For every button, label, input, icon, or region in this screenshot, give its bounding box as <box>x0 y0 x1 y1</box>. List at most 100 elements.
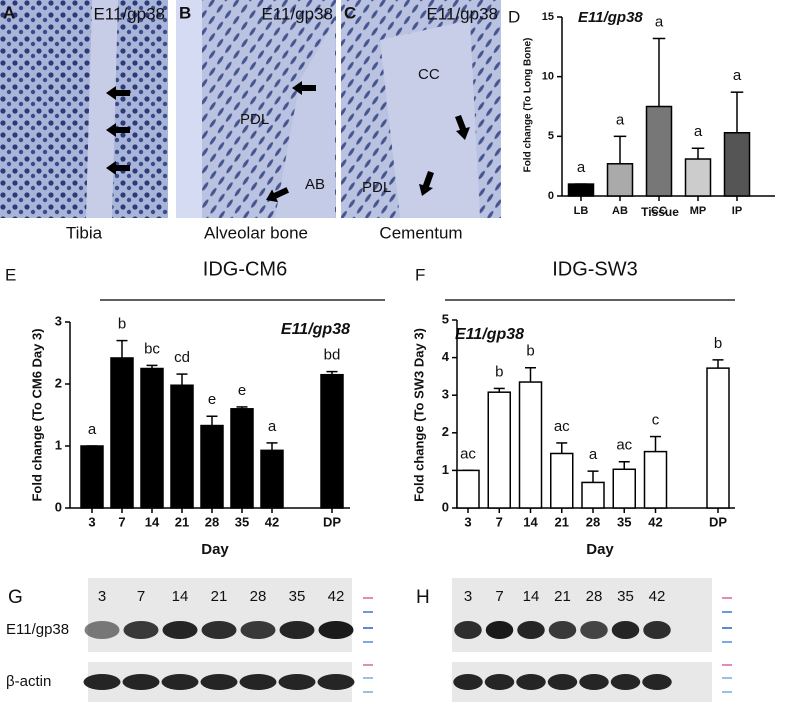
y-tick-label: 1 <box>442 462 449 477</box>
lane-label: 42 <box>328 588 345 605</box>
band <box>643 621 671 639</box>
bar <box>518 381 543 509</box>
bar <box>456 469 480 509</box>
bar <box>645 105 673 197</box>
band <box>516 674 546 690</box>
band <box>278 674 316 690</box>
significance-letter: a <box>694 123 703 140</box>
x-tick-label: 21 <box>555 514 569 529</box>
lane-label: 21 <box>554 588 571 605</box>
bar <box>230 408 254 509</box>
tissue-label: PDL <box>362 179 391 196</box>
histology-images <box>0 0 501 218</box>
x-tick-label: 28 <box>205 514 219 529</box>
x-axis-label: Day <box>586 541 614 558</box>
significance-letter: ac <box>460 445 476 462</box>
band <box>484 674 515 690</box>
band <box>201 621 237 639</box>
band <box>453 674 483 690</box>
lane-label: 7 <box>137 588 145 605</box>
bone <box>275 20 335 218</box>
y-axis-label: Fold change (To Long Bone) <box>523 38 534 173</box>
lane-label: 35 <box>617 588 634 605</box>
bar <box>612 468 636 509</box>
tissue-label: AB <box>305 176 325 193</box>
y-tick-label: 10 <box>542 71 554 83</box>
bar <box>320 373 344 509</box>
row-label: E11/gp38 <box>6 621 69 638</box>
chart-title: IDG-CM6 <box>203 258 287 280</box>
band <box>580 621 608 639</box>
x-tick-label: 35 <box>235 514 249 529</box>
x-axis-label: Day <box>201 541 229 558</box>
bar <box>606 163 634 197</box>
band <box>642 674 672 690</box>
band <box>161 674 199 690</box>
significance-letter: e <box>208 391 216 408</box>
significance-letter: a <box>733 67 742 84</box>
arrows <box>106 81 470 203</box>
x-tick-label: DP <box>709 514 727 529</box>
bar <box>140 367 164 509</box>
bar <box>487 391 511 509</box>
y-tick-label: 1 <box>55 437 62 452</box>
y-tick-label: 0 <box>55 499 62 514</box>
y-tick-label: 2 <box>55 375 62 390</box>
bar <box>170 384 194 509</box>
chart-subtitle: E11/gp38 <box>455 326 524 343</box>
significance-letter: b <box>714 335 722 352</box>
panel-letter: E <box>5 265 16 284</box>
y-tick-label: 2 <box>442 424 449 439</box>
significance-letter: bc <box>144 340 160 357</box>
band <box>610 674 641 690</box>
band <box>579 674 609 690</box>
y-axis-label: Fold change (To CM6 Day 3) <box>29 328 44 501</box>
panel-letter: D <box>508 7 520 26</box>
lane-label: 3 <box>98 588 106 605</box>
band <box>162 621 198 639</box>
y-tick-label: 5 <box>548 130 554 142</box>
band <box>317 674 355 690</box>
significance-letter: a <box>577 159 586 176</box>
caption: Tibia <box>66 223 103 242</box>
bar <box>550 452 574 509</box>
significance-letter: b <box>526 343 534 360</box>
lane-label: 7 <box>495 588 503 605</box>
lane-label: 28 <box>250 588 267 605</box>
bar <box>706 367 730 509</box>
x-tick-label: MP <box>690 205 707 217</box>
x-tick-label: 42 <box>265 514 279 529</box>
significance-letter: b <box>118 316 126 333</box>
x-axis-label: Tissue <box>641 205 679 219</box>
band <box>84 621 120 639</box>
band <box>123 621 159 639</box>
significance-letter: ac <box>554 418 570 435</box>
x-tick-label: CC <box>651 205 667 217</box>
band <box>548 621 577 639</box>
band <box>239 674 277 690</box>
x-tick-label: 3 <box>464 514 471 529</box>
ladder <box>363 597 732 693</box>
y-tick-label: 4 <box>442 349 450 364</box>
stain-label: E11/gp38 <box>261 4 333 23</box>
x-tick-label: 7 <box>496 514 503 529</box>
x-tick-label: 21 <box>175 514 189 529</box>
band <box>318 621 354 639</box>
panel-letter: F <box>415 265 425 284</box>
row-label: β-actin <box>6 673 51 690</box>
x-tick-label: IP <box>732 205 742 217</box>
band <box>547 674 578 690</box>
bone <box>86 0 118 218</box>
band <box>200 674 238 690</box>
chart-title: IDG-SW3 <box>552 258 638 280</box>
bar <box>723 132 751 197</box>
image-a <box>0 0 168 218</box>
lane-label: 42 <box>649 588 666 605</box>
cementum <box>380 20 480 218</box>
x-tick-label: 3 <box>88 514 95 529</box>
tissue-label: CC <box>418 66 440 83</box>
panel-letter: B <box>179 3 191 22</box>
caption: Cementum <box>379 223 462 242</box>
x-tick-label: LB <box>574 205 589 217</box>
